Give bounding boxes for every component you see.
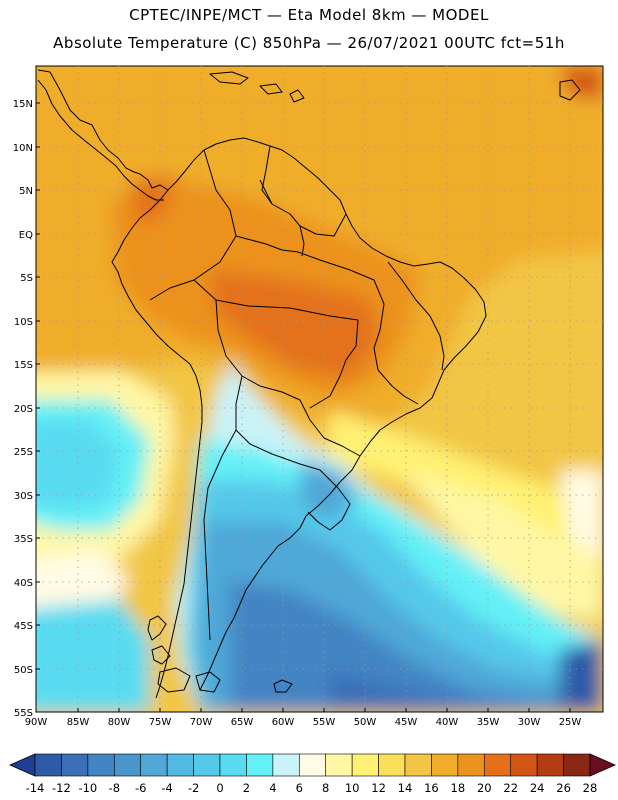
lon-label: 90W — [25, 717, 48, 728]
colorbar-swatch — [246, 753, 274, 777]
lat-label: 35S — [14, 534, 33, 545]
lat-label: 10S — [14, 317, 33, 328]
lon-label: 45W — [395, 717, 418, 728]
colorbar-swatch — [193, 753, 221, 777]
colorbar-label: 4 — [269, 781, 276, 795]
lon-label: 75W — [149, 717, 172, 728]
lat-label: 30S — [14, 491, 33, 502]
temperature-field — [36, 66, 603, 712]
colorbar-label: 8 — [322, 781, 329, 795]
map-frame — [35, 65, 604, 713]
colorbar-label: 26 — [556, 781, 571, 795]
lon-label: 25W — [559, 717, 582, 728]
lon-label: 30W — [518, 717, 541, 728]
axis-ticks — [36, 102, 571, 712]
colorbar-label: 12 — [371, 781, 386, 795]
lat-label: 55S — [14, 708, 33, 719]
colorbar-label: 0 — [216, 781, 223, 795]
colorbar-label: 24 — [530, 781, 545, 795]
colorbar-label: 22 — [503, 781, 518, 795]
colorbar: -14 -12 -10 -8 -6 -4 -2 0 2 4 6 8 10 12 14 16 18 20 22 24 26… — [9, 753, 616, 795]
colorbar-swatch — [457, 753, 485, 777]
colorbar-swatch — [483, 753, 512, 777]
lon-label: 85W — [67, 717, 90, 728]
colorbar-label: -6 — [135, 781, 146, 795]
colorbar-swatch — [34, 753, 62, 777]
colorbar-label: -8 — [109, 781, 120, 795]
colorbar-swatch — [272, 753, 300, 777]
colorbar-swatch — [510, 753, 538, 777]
lat-label: 40S — [14, 578, 33, 589]
lon-label: 40W — [436, 717, 459, 728]
colorbar-swatch — [61, 753, 89, 777]
colorbar-label: -12 — [52, 781, 71, 795]
coastlines — [37, 69, 581, 699]
map-title: CPTEC/INPE/MCT — Eta Model 8km — MODEL — [129, 6, 489, 24]
colorbar-swatch — [166, 753, 194, 777]
colorbar-label: 2 — [243, 781, 250, 795]
colorbar-swatch — [431, 753, 459, 777]
colorbar-swatch — [325, 753, 353, 777]
lat-label: 45S — [14, 621, 33, 632]
colorbar-label: 10 — [345, 781, 360, 795]
colorbar-swatch — [87, 753, 115, 777]
colorbar-swatch — [113, 753, 142, 777]
colorbar-swatch — [219, 753, 247, 777]
colorbar-swatch — [378, 753, 406, 777]
lon-label: 55W — [313, 717, 336, 728]
colorbar-arrow-high — [589, 753, 616, 777]
lon-label: 35W — [477, 717, 500, 728]
colorbar-label: -14 — [26, 781, 45, 795]
colorbar-swatch — [563, 753, 591, 777]
colorbar-label: 28 — [583, 781, 598, 795]
colorbar-label: 6 — [296, 781, 303, 795]
colorbar-label: -2 — [188, 781, 199, 795]
latitude-labels: 15N 10N 5N EQ 5S 10S 15S 20S 25S 30S 35S… — [13, 99, 33, 719]
lon-label: 50W — [354, 717, 377, 728]
lon-label: 60W — [272, 717, 295, 728]
lat-label: 50S — [14, 665, 33, 676]
colorbar-label: -10 — [78, 781, 97, 795]
lat-label: 15S — [14, 360, 33, 371]
colorbar-label: 16 — [424, 781, 439, 795]
lat-label: 15N — [13, 99, 33, 110]
lon-label: 80W — [108, 717, 131, 728]
lat-label: 20S — [14, 404, 33, 415]
lat-label: EQ — [19, 230, 33, 241]
lat-label: 5S — [20, 273, 33, 284]
lat-label: 10N — [13, 143, 33, 154]
colorbar-label: 20 — [477, 781, 492, 795]
colorbar-swatch — [404, 753, 432, 777]
map-subtitle: Absolute Temperature (C) 850hPa — 26/07/… — [53, 34, 565, 52]
colorbar-arrow-low — [9, 753, 36, 777]
longitude-labels: 90W 85W 80W 75W 70W 65W 60W 55W 50W 45W … — [25, 717, 582, 728]
colorbar-label: 18 — [451, 781, 466, 795]
colorbar-swatch — [536, 753, 564, 777]
colorbar-label: -4 — [161, 781, 172, 795]
lon-label: 65W — [231, 717, 254, 728]
colorbar-swatch — [140, 753, 168, 777]
colorbar-label: 14 — [398, 781, 413, 795]
colorbar-swatch — [351, 753, 379, 777]
colorbar-swatch — [298, 753, 327, 777]
lon-label: 70W — [190, 717, 213, 728]
lat-label: 5N — [19, 186, 33, 197]
lat-label: 25S — [14, 447, 33, 458]
